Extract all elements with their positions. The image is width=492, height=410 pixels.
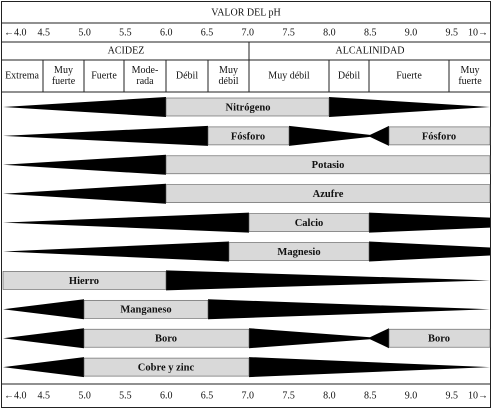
availability-wedge — [249, 328, 389, 349]
availability-wedge — [208, 299, 490, 320]
nutrient-label: Hierro — [69, 276, 99, 287]
availability-wedge — [166, 270, 490, 291]
availability-wedge — [329, 97, 490, 117]
availability-box — [388, 126, 491, 146]
nutrient-label: Manganeso — [120, 305, 171, 316]
scale-label: 7.5 — [282, 27, 295, 38]
class-label: Muy fuerte — [52, 65, 76, 87]
scale-label: 6.5 — [201, 27, 214, 38]
scale-label: 7.0 — [242, 390, 255, 401]
availability-box — [228, 242, 370, 261]
availability-box — [248, 213, 370, 232]
title: VALOR DEL pH — [211, 7, 280, 18]
availability-wedge — [3, 125, 208, 146]
availability-wedge — [3, 241, 229, 262]
availability-wedge — [3, 212, 249, 233]
availability-box — [83, 299, 209, 319]
scale-label: ←4.0 — [4, 390, 27, 401]
nutrient-label: Fósforo — [231, 131, 265, 142]
class-label: Muy débil — [268, 70, 310, 81]
scale-label: 10→ — [468, 390, 488, 401]
availability-box — [165, 184, 491, 203]
nutrient-label: Boro — [155, 334, 177, 345]
scale-label: 6.5 — [201, 390, 214, 401]
availability-box — [83, 328, 250, 348]
scale-label: 9.5 — [446, 27, 459, 38]
availability-box — [2, 271, 167, 290]
availability-wedge — [3, 97, 166, 117]
availability-box — [165, 97, 330, 117]
class-label: Mode-rada — [132, 65, 159, 87]
nutrient-label: Calcio — [295, 218, 324, 229]
availability-wedge — [249, 357, 490, 378]
scale-label: ←4.0 — [4, 27, 27, 38]
scale-label: 5.5 — [119, 27, 132, 38]
class-label: Extrema — [5, 70, 39, 81]
scale-label: 6.0 — [160, 27, 173, 38]
scale-label: 9.0 — [405, 390, 418, 401]
nutrient-label: Cobre y zinc — [138, 363, 195, 374]
scale-label: 7.5 — [282, 390, 295, 401]
availability-wedge — [3, 328, 84, 349]
class-label: Muy débil — [219, 65, 239, 87]
scale-label: 8.5 — [364, 390, 377, 401]
nutrient-label: Azufre — [313, 189, 344, 200]
class-label: Fuerte — [91, 70, 117, 81]
scale-label: 10→ — [468, 27, 488, 38]
scale-label: 4.5 — [38, 390, 51, 401]
availability-wedge — [3, 154, 166, 175]
scale-label: 4.5 — [38, 27, 51, 38]
nutrient-label: Fósforo — [422, 131, 456, 142]
availability-wedge — [369, 241, 490, 262]
class-label: Fuerte — [396, 70, 422, 81]
scale-label: 8.0 — [323, 27, 336, 38]
nutrient-label: Nitrógeno — [226, 102, 271, 113]
scale-label: 5.5 — [119, 390, 132, 401]
availability-box — [207, 126, 290, 146]
group-label: ALCALINIDAD — [336, 45, 405, 56]
class-label: Débil — [338, 70, 360, 81]
nutrient-label: Magnesio — [277, 247, 320, 258]
scale-label: 7.0 — [242, 27, 255, 38]
scale-label: 9.5 — [446, 390, 459, 401]
scale-label: 8.5 — [364, 27, 377, 38]
class-label: Débil — [176, 70, 198, 81]
scale-label: 6.0 — [160, 390, 173, 401]
availability-wedge — [289, 125, 389, 146]
scale-label: 5.0 — [78, 390, 91, 401]
availability-wedge — [3, 299, 84, 320]
availability-box — [83, 357, 250, 377]
scale-label: 5.0 — [78, 27, 91, 38]
availability-wedge — [369, 212, 490, 233]
group-label: ACIDEZ — [108, 45, 145, 56]
class-label: Muy fuerte — [458, 65, 482, 87]
availability-wedge — [3, 357, 84, 378]
scale-label: 8.0 — [323, 390, 336, 401]
nutrient-label: Potasio — [312, 160, 345, 171]
nutrient-label: Boro — [428, 334, 450, 345]
availability-box — [165, 155, 491, 175]
availability-wedge — [3, 183, 166, 204]
scale-label: 9.0 — [405, 27, 418, 38]
availability-box — [388, 328, 491, 348]
